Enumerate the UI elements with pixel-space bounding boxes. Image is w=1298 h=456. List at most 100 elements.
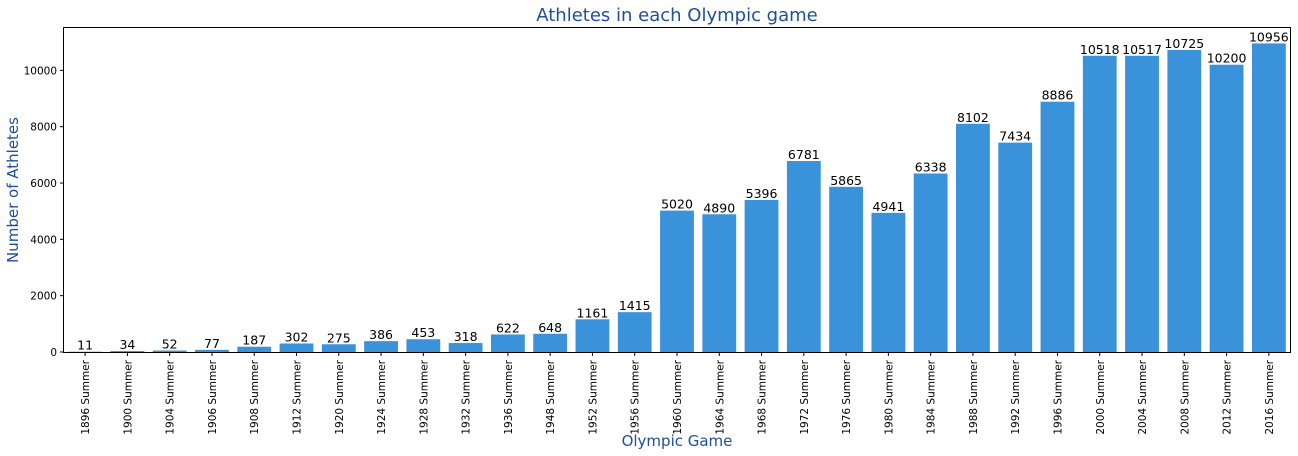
bar [829, 186, 864, 352]
bar-value-label: 10517 [1122, 42, 1162, 57]
bar-value-label: 453 [411, 325, 435, 340]
x-tick-label: 1988 Summer [968, 359, 980, 434]
x-tick-label: 1924 Summer [376, 359, 388, 434]
bar [913, 173, 948, 352]
bar-value-label: 5396 [746, 186, 778, 201]
y-axis-label: Number of Athletes [4, 117, 22, 263]
x-tick-label: 2012 Summer [1222, 359, 1234, 434]
bar-value-label: 302 [285, 329, 309, 344]
bar-value-label: 187 [242, 333, 266, 348]
bar [1082, 55, 1117, 353]
bar [786, 161, 821, 352]
bar-value-label: 10956 [1249, 29, 1289, 44]
plot-frame [63, 27, 1291, 353]
x-tick-label: 1996 Summer [1052, 359, 1064, 434]
y-axis-ticks: 0 2000 4000 6000 8000 10000 [24, 65, 64, 359]
y-tick-label: 4000 [30, 234, 57, 246]
bar-value-label: 77 [204, 336, 220, 351]
bar [575, 319, 610, 352]
bar [237, 346, 272, 352]
y-tick-label: 8000 [30, 122, 57, 134]
bar [956, 123, 990, 352]
bar [998, 142, 1033, 352]
chart-title: Athletes in each Olympic game [536, 5, 818, 26]
bar [702, 214, 737, 352]
bar [448, 343, 483, 352]
bar [364, 341, 398, 352]
bar-value-label: 386 [369, 327, 393, 342]
bars-group [68, 43, 1286, 353]
bar-value-label: 648 [538, 320, 562, 335]
bar-value-label: 6781 [788, 147, 820, 162]
x-tick-label: 1912 Summer [292, 359, 304, 434]
x-tick-label: 1964 Summer [714, 359, 726, 434]
bar-value-label: 1161 [577, 305, 609, 320]
x-tick-label: 1920 Summer [334, 359, 346, 434]
bar [1040, 101, 1075, 352]
x-axis-ticks: 1896 Summer 1900 Summer 1904 Summer 1906 Su… [80, 352, 1276, 435]
bar-value-label: 6338 [915, 160, 947, 175]
bar-value-label: 7434 [999, 129, 1031, 144]
x-tick-label: 1900 Summer [122, 359, 134, 434]
y-tick-label: 2000 [30, 291, 57, 303]
x-tick-label: 1984 Summer [926, 359, 938, 434]
x-tick-label: 2008 Summer [1179, 359, 1191, 434]
x-tick-label: 1992 Summer [1010, 359, 1022, 434]
x-tick-label: 1896 Summer [80, 359, 92, 434]
bar [1251, 43, 1286, 353]
bar [1167, 49, 1202, 352]
bar-value-label: 10518 [1080, 42, 1120, 57]
y-tick-label: 0 [50, 347, 57, 359]
bar-value-label: 8886 [1042, 88, 1074, 103]
bar [195, 349, 229, 352]
x-tick-label: 2000 Summer [1095, 359, 1107, 434]
x-tick-label: 1928 Summer [418, 359, 430, 434]
x-tick-label: 1952 Summer [587, 359, 599, 434]
bar [406, 339, 441, 352]
bar-value-label: 5865 [830, 173, 862, 188]
x-tick-label: 1980 Summer [883, 359, 895, 434]
bar-value-label: 275 [327, 330, 351, 345]
x-tick-label: 1936 Summer [503, 359, 515, 434]
bar [490, 334, 525, 352]
bar [152, 350, 187, 352]
y-tick-label: 6000 [30, 178, 57, 190]
bar [1125, 55, 1159, 353]
x-tick-label: 2016 Summer [1264, 359, 1276, 434]
x-tick-label: 1904 Summer [165, 359, 177, 434]
x-tick-label: 1908 Summer [249, 359, 261, 434]
bar-value-label: 4890 [703, 200, 735, 215]
x-tick-label: 1972 Summer [799, 359, 811, 434]
x-tick-label: 1960 Summer [672, 359, 684, 434]
x-tick-label: 1956 Summer [630, 359, 642, 434]
bar [321, 344, 356, 352]
bar-value-label: 11 [77, 338, 93, 353]
bar-value-label: 318 [454, 329, 478, 344]
x-tick-label: 1932 Summer [461, 359, 473, 434]
bar [1209, 64, 1244, 352]
bar-value-label: 622 [496, 320, 520, 335]
bar [279, 343, 314, 352]
bar-value-label: 8102 [957, 110, 989, 125]
bar [110, 351, 145, 352]
bar-value-label: 10200 [1207, 51, 1247, 66]
bar [744, 200, 779, 352]
y-tick-label: 10000 [24, 65, 57, 77]
x-tick-label: 1976 Summer [841, 359, 853, 434]
bar-value-label: 1415 [619, 298, 651, 313]
bar-value-label: 34 [119, 337, 135, 352]
bar-value-label: 4941 [872, 199, 904, 214]
value-labels-group: 11 34 52 77 187 302 275 386 453 318 622 648 1161 1415… [77, 29, 1289, 352]
bar-value-label: 5020 [661, 197, 693, 212]
x-tick-label: 1948 Summer [545, 359, 557, 434]
bar-value-label: 10725 [1164, 36, 1204, 51]
x-tick-label: 1968 Summer [757, 359, 769, 434]
bar [533, 333, 568, 352]
x-tick-label: 1906 Summer [207, 359, 219, 434]
bar-value-label: 52 [162, 337, 178, 352]
x-tick-label: 2004 Summer [1137, 359, 1149, 434]
bar [617, 312, 652, 352]
x-axis-label: Olympic Game [622, 432, 733, 450]
bar [871, 212, 906, 352]
